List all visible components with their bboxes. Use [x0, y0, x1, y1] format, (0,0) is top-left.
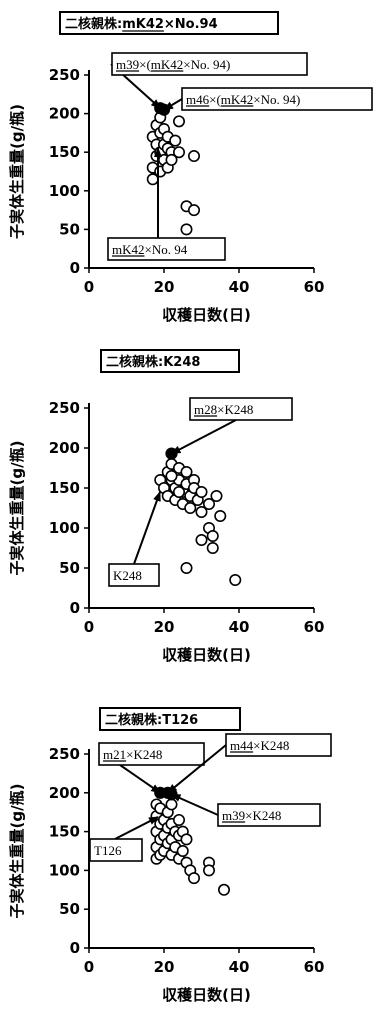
x-tick-label: 60 [304, 278, 325, 296]
callout-box [98, 742, 205, 766]
panel-title: 二核親株:mK42×No.94 [65, 16, 218, 32]
callout-box [225, 733, 332, 757]
callout-label: m39×(mK42×No. 94) [116, 57, 230, 72]
x-tick-label: 20 [154, 278, 175, 296]
data-point [180, 561, 193, 574]
x-tick-label: 20 [154, 618, 175, 636]
callout-arrow [166, 744, 227, 794]
y-tick-label: 100 [49, 861, 80, 879]
callout-label: m39×K248 [222, 808, 281, 823]
data-point [180, 223, 193, 236]
y-axis-label: 子実体生重量(g/瓶) [8, 441, 26, 576]
callout-arrow [114, 816, 159, 840]
y-tick-label: 150 [49, 143, 80, 161]
callout-box [181, 87, 373, 111]
panel-title: 二核親株:K248 [106, 354, 200, 370]
x-tick-label: 60 [304, 958, 325, 976]
data-point [173, 115, 186, 128]
x-axis-label: 収穫日数(日) [162, 986, 251, 1004]
data-point [206, 541, 219, 554]
x-axis-label: 収穫日数(日) [162, 306, 251, 324]
data-point [180, 833, 193, 846]
callout-label: m21×K248 [103, 747, 162, 762]
y-tick-label: 250 [49, 745, 80, 763]
callout-box [111, 52, 308, 76]
data-point [210, 489, 223, 502]
y-tick-label: 100 [49, 182, 80, 200]
y-tick-label: 250 [49, 66, 80, 84]
callout-label: K248 [113, 568, 142, 583]
callout-arrow [119, 764, 162, 794]
data-point [165, 798, 178, 811]
data-point [184, 501, 197, 514]
y-tick-label: 100 [49, 519, 80, 537]
callout-box [108, 563, 160, 587]
panel-title-box [59, 11, 279, 35]
data-point [173, 813, 186, 826]
scatter-panel-3: 二核親株:T126 0 50 100 150 200 250 0 20 40 60 収穫日数(日) 子実… [8, 707, 332, 1004]
y-tick-label: 0 [70, 599, 80, 617]
y-tick-label: 200 [49, 105, 80, 123]
x-tick-label: 40 [229, 958, 250, 976]
y-axis-label: 子実体生重量(g/瓶) [8, 104, 26, 239]
callout-arrow [170, 793, 219, 816]
data-point [165, 153, 178, 166]
x-tick-label: 0 [84, 618, 94, 636]
y-tick-label: 150 [49, 479, 80, 497]
callout-label: mK42×No. 94 [112, 242, 188, 257]
callout-label: m44×K248 [230, 738, 289, 753]
panel-title: 二核親株:T126 [105, 712, 198, 728]
y-tick-label: 200 [49, 784, 80, 802]
y-tick-label: 50 [59, 559, 80, 577]
callout-arrow [163, 98, 183, 111]
x-tick-label: 40 [229, 278, 250, 296]
callout-box [217, 803, 321, 827]
data-point [180, 465, 193, 478]
data-point [176, 844, 189, 857]
callout-label: m46×(mK42×No. 94) [186, 92, 300, 107]
data-point [203, 497, 216, 510]
callout-label: T126 [94, 843, 122, 858]
y-tick-label: 50 [59, 900, 80, 918]
scatter-panel-1: 二核親株:mK42×No.94 0 50 100 150 200 250 0 20 40 60 収穫日… [8, 11, 373, 324]
x-tick-label: 40 [229, 618, 250, 636]
x-tick-label: 0 [84, 958, 94, 976]
y-tick-label: 0 [70, 259, 80, 277]
y-tick-label: 50 [59, 220, 80, 238]
data-point [188, 204, 201, 217]
data-point [188, 872, 201, 885]
callout-label: m28×K248 [194, 402, 253, 417]
data-point [203, 864, 216, 877]
callout-arrow [170, 419, 237, 455]
data-point [206, 529, 219, 542]
data-point [214, 509, 227, 522]
data-point [169, 134, 182, 147]
callout-box [107, 237, 226, 261]
data-point [173, 485, 186, 498]
x-tick-label: 60 [304, 618, 325, 636]
panel-title-box [99, 707, 241, 731]
data-point [195, 485, 208, 498]
y-axis-label: 子実体生重量(g/瓶) [8, 784, 26, 919]
y-tick-label: 200 [49, 439, 80, 457]
data-point [195, 533, 208, 546]
data-point [195, 505, 208, 518]
x-tick-label: 20 [154, 958, 175, 976]
data-point [188, 150, 201, 163]
y-tick-label: 150 [49, 823, 80, 841]
data-point [229, 573, 242, 586]
data-point [165, 469, 178, 482]
y-tick-label: 250 [49, 399, 80, 417]
panel-title-box [100, 349, 240, 373]
data-point [173, 146, 186, 159]
x-axis-label: 収穫日数(日) [162, 646, 251, 664]
callout-box [189, 397, 293, 421]
x-tick-label: 0 [84, 278, 94, 296]
data-point [218, 883, 231, 896]
y-tick-label: 0 [70, 939, 80, 957]
scatter-panel-2: 二核親株:K248 0 50 100 150 200 250 0 20 40 60 収穫日数(日) 子実… [8, 349, 325, 664]
callout-arrow [133, 491, 161, 565]
callout-box [89, 838, 143, 862]
